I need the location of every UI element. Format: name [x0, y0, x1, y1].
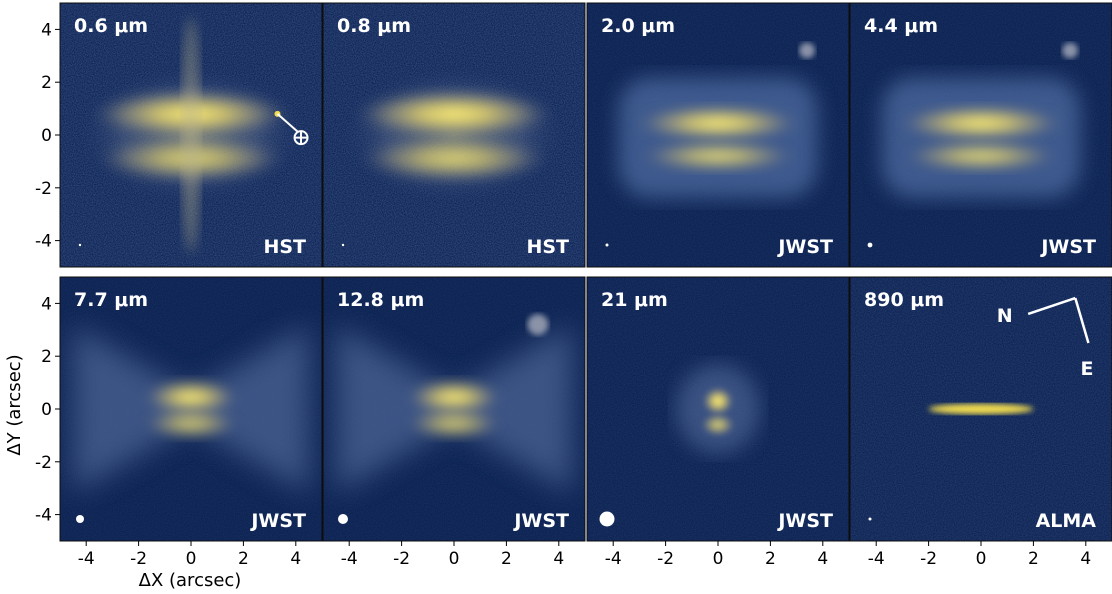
x-tick-label: -4: [605, 549, 622, 569]
x-tick-label: 4: [1080, 549, 1091, 569]
panel-p6: 12.8 μm JWST: [322, 276, 586, 542]
y-tick-label: 0: [41, 400, 52, 420]
beam-size-marker: [341, 243, 345, 247]
compass-north-arrow: [1027, 296, 1076, 316]
wavelength-label: 0.8 μm: [337, 15, 411, 37]
wavelength-label: 4.4 μm: [864, 15, 938, 37]
y-tick-label: -2: [35, 179, 52, 199]
telescope-label: ALMA: [1036, 510, 1097, 532]
x-tick-label: 4: [817, 549, 828, 569]
y-tick-label: -4: [35, 506, 52, 526]
panel-p2: 0.8 μm HST: [322, 2, 586, 268]
x-tick-label: 2: [765, 549, 776, 569]
compass-east-arrow: [1074, 297, 1090, 344]
x-tick-label: -2: [130, 549, 147, 569]
x-tick-label: 0: [186, 549, 197, 569]
telescope-label: HST: [526, 236, 569, 258]
telescope-label: JWST: [776, 236, 833, 258]
beam-size-marker: [78, 243, 82, 247]
beam-size-marker: [599, 511, 615, 527]
telescope-label: JWST: [512, 510, 569, 532]
x-tick-label: 0: [976, 549, 987, 569]
panel-p5: 7.7 μm JWST: [59, 276, 323, 542]
panel-p8: N E 890 μm ALMA: [849, 276, 1112, 542]
x-tick-label: -2: [657, 549, 674, 569]
panel-p7: 21 μm JWST: [586, 276, 850, 542]
y-tick-label: 2: [41, 73, 52, 93]
axes: 4 2 0 -2 -4 4 2 0 -2 -4 -4 -2 0 2 4 -4 -2 0 2 4 -4 -2 0 2 4 -4 -2 0…: [35, 20, 1091, 569]
x-tick-label: 2: [1028, 549, 1039, 569]
panel-p3: 2.0 μm JWST: [586, 2, 850, 268]
y-tick-label: -4: [35, 232, 52, 252]
wavelength-label: 7.7 μm: [74, 289, 148, 311]
x-tick-label: 4: [290, 549, 301, 569]
x-tick-label: 2: [501, 549, 512, 569]
beam-size-marker: [605, 243, 609, 247]
y-tick-label: 2: [41, 347, 52, 367]
x-tick-label: -4: [341, 549, 358, 569]
telescope-label: HST: [263, 236, 306, 258]
compass-north-label: N: [997, 305, 1013, 327]
beam-size-marker: [76, 515, 84, 523]
panel-p1: 0.6 μm HST: [59, 2, 323, 268]
y-tick-label: 4: [41, 294, 52, 314]
y-tick-label: -2: [35, 453, 52, 473]
x-tick-label: -2: [393, 549, 410, 569]
x-tick-label: -4: [868, 549, 885, 569]
wavelength-label: 2.0 μm: [601, 15, 675, 37]
x-tick-label: 2: [238, 549, 249, 569]
wavelength-label: 890 μm: [864, 289, 944, 311]
beam-size-marker: [868, 517, 872, 521]
y-tick-label: 4: [41, 20, 52, 40]
telescope-label: JWST: [776, 510, 833, 532]
x-tick-label: 0: [449, 549, 460, 569]
x-tick-label: 0: [713, 549, 724, 569]
compass-east-label: E: [1081, 358, 1094, 380]
wavelength-label: 21 μm: [601, 289, 668, 311]
x-axis-label: ΔX (arcsec): [139, 570, 242, 591]
y-axis-label: ΔY (arcsec): [4, 354, 25, 455]
telescope-label: JWST: [249, 510, 306, 532]
y-tick-label: 0: [41, 126, 52, 146]
panel-p4: 4.4 μm JWST: [849, 2, 1112, 268]
x-tick-label: -2: [920, 549, 937, 569]
x-tick-label: 4: [553, 549, 564, 569]
wavelength-label: 0.6 μm: [74, 15, 148, 37]
telescope-label: JWST: [1039, 236, 1096, 258]
beam-size-marker: [338, 514, 348, 524]
x-tick-label: -4: [78, 549, 95, 569]
wavelength-label: 12.8 μm: [337, 289, 424, 311]
beam-size-marker: [867, 242, 873, 248]
